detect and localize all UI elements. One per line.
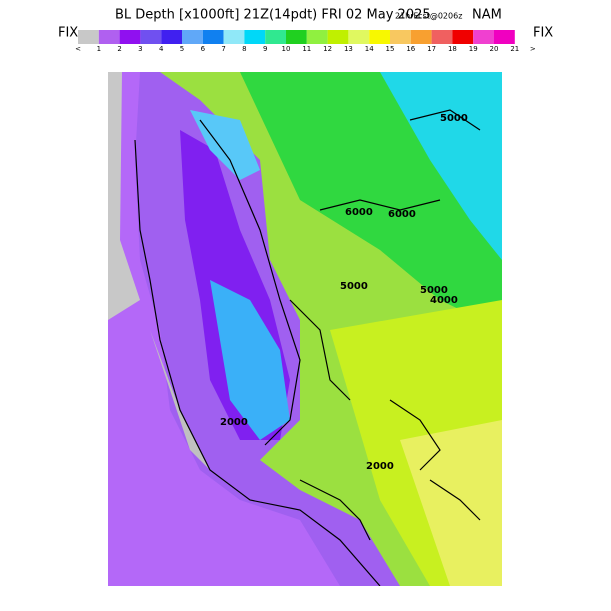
legend-swatch: [306, 30, 328, 44]
legend-label: 15: [386, 45, 395, 53]
legend-label: 19: [469, 45, 478, 53]
valley: [190, 110, 260, 180]
legend-swatch: [244, 30, 266, 44]
contour-label: 6000: [388, 209, 416, 220]
legend-swatch: [410, 30, 432, 44]
legend-label: <: [75, 45, 81, 53]
legend-swatch: [452, 30, 474, 44]
legend-left-label: FIX: [58, 26, 78, 41]
contour-label: 6000: [345, 207, 373, 218]
legend-swatch: [494, 30, 515, 44]
legend-label: 4: [159, 45, 164, 53]
contour-label: 5000: [420, 285, 448, 296]
title: BL Depth [x1000ft] 21Z(14pdt) FRI 02 May…: [115, 8, 431, 23]
model: NAM: [472, 8, 502, 23]
legend-label: 17: [427, 45, 436, 53]
forecast: 21hrFcst@0206z: [395, 12, 462, 21]
contour-label: 5000: [440, 113, 468, 124]
legend-label: 11: [302, 45, 311, 53]
legend-label: 1: [97, 45, 101, 53]
legend-label: 2: [117, 45, 121, 53]
legend-swatch: [78, 30, 99, 44]
region: [380, 72, 502, 260]
legend-swatch: [348, 30, 370, 44]
legend-swatch: [286, 30, 307, 44]
legend-swatch: [161, 30, 182, 44]
legend-swatch: [202, 30, 224, 44]
legend-swatch: [182, 30, 203, 44]
legend-swatch: [140, 30, 162, 44]
contours: [134, 109, 481, 586]
legend-label: >: [530, 45, 536, 53]
contour-label: 5000: [340, 281, 368, 292]
legend-label: 13: [344, 45, 353, 53]
legend-swatch: [98, 30, 120, 44]
contour-label: 4000: [430, 295, 458, 306]
valley: [210, 280, 290, 440]
legend-swatch: [327, 30, 349, 44]
contour-label: 2000: [366, 461, 394, 472]
legend-label: 5: [180, 45, 184, 53]
legend-swatch: [390, 30, 411, 44]
legend-label: 18: [448, 45, 457, 53]
contour-label: 2000: [220, 417, 248, 428]
legend-swatch: [431, 30, 453, 44]
legend-label: 6: [201, 45, 206, 53]
legend-label: 21: [510, 45, 519, 53]
legend-swatch: [473, 30, 494, 44]
legend-swatch: [265, 30, 286, 44]
legend-swatch: [223, 30, 245, 44]
map: 5000 6000 6000 5000 5000 4000 2000 2000: [108, 72, 502, 586]
ocean-low: [108, 72, 140, 320]
region: [400, 420, 502, 586]
legend-swatch: [369, 30, 390, 44]
legend-swatch: [119, 30, 141, 44]
legend: <1 2 3 4 5 6 7 8 9 10 11 12 13 14 15 16 17 18 19 20 21 >: [75, 30, 536, 53]
legend-label: 7: [221, 45, 225, 53]
legend-label: 10: [282, 45, 291, 53]
legend-label: 14: [365, 45, 374, 53]
legend-label: 8: [242, 45, 246, 53]
legend-label: 3: [138, 45, 142, 53]
legend-label: 9: [263, 45, 267, 53]
legend-label: 16: [406, 45, 415, 53]
legend-label: 12: [323, 45, 332, 53]
legend-right-label: FIX: [533, 26, 553, 41]
legend-label: 20: [490, 45, 499, 53]
ocean: [108, 72, 340, 586]
